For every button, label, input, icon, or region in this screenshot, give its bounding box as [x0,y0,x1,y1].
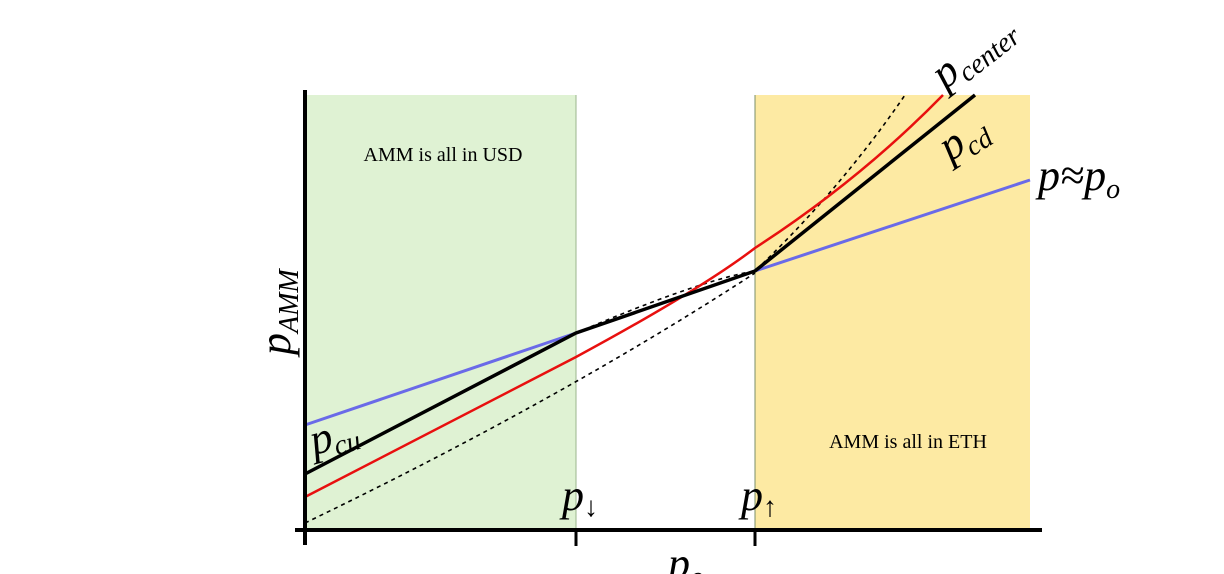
label-main: p [665,539,690,574]
label-sub: center [952,21,1026,89]
blue-line [304,331,577,427]
x-axis-label: po [665,539,704,574]
label-sub: o [1106,174,1120,205]
x-tick-label: p↓ [559,471,598,523]
lower-bound [304,272,756,524]
upper-bound [575,94,906,334]
label-sub: AMM [274,268,305,335]
label-sub: ↓ [584,492,598,523]
y-axis-label: pAMM [251,268,305,358]
label-sub: ↑ [763,492,777,523]
label-main: p [559,471,584,520]
region-label: AMM is all in ETH [829,431,987,453]
label-main: p [251,333,300,358]
p-center-curve [304,94,944,499]
p-amm-curve [304,93,977,476]
label-main: p≈p [1035,151,1106,200]
x-tick-label: p↑ [738,471,777,523]
usd-region [305,95,576,529]
label-main: p [738,471,763,520]
curve-label: pcenter [919,3,1027,104]
region-label: AMM is all in USD [364,144,523,166]
curve-label: p≈po [1035,151,1120,205]
label-sub: o [690,562,704,574]
blue-line [754,178,1031,273]
eth-region [755,95,1030,529]
